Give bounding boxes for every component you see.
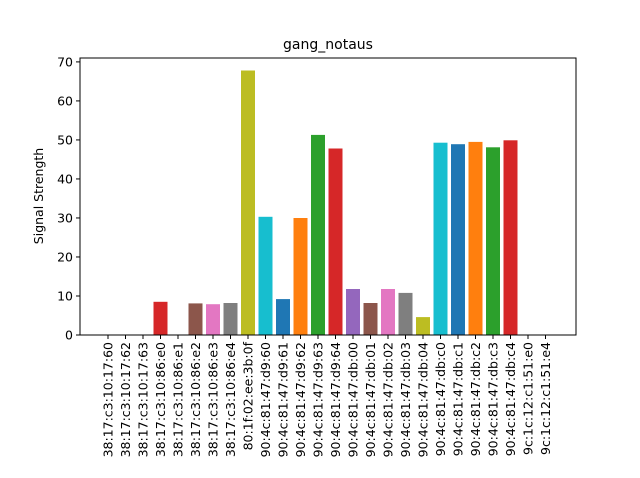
bar-90-4c-81-47-db-00 — [346, 289, 360, 335]
bar-90-4c-81-47-db-c3 — [486, 147, 500, 335]
bar-90-4c-81-47-db-02 — [381, 289, 395, 335]
x-tick-label: 90:4c:81:47:db:c0 — [433, 342, 448, 456]
x-tick-label: 9c:1c:12:c1:51:e0 — [521, 342, 536, 455]
bar-90-4c-81-47-db-c0 — [433, 142, 448, 335]
x-tick-label: 90:4c:81:47:db:c4 — [503, 342, 518, 456]
x-tick-label: 90:4c:81:47:d9:62 — [293, 342, 308, 457]
bar-90-4c-81-47-db-c1 — [451, 144, 465, 335]
bar-38-17-c3-10-86-e2 — [188, 303, 203, 335]
bar-38-17-c3-10-86-e3 — [206, 304, 220, 335]
y-tick-label: 0 — [65, 328, 73, 343]
x-tick-label: 38:17:c3:10:86:e3 — [206, 342, 221, 457]
x-tick-label: 90:4c:81:47:db:c3 — [486, 342, 501, 456]
bar-90-4c-81-47-db-c4 — [503, 140, 518, 335]
x-axis-ticks: 38:17:c3:10:17:60 38:17:c3:10:17:62 38:17:… — [101, 335, 553, 457]
x-tick-label: 38:17:c3:10:86:e2 — [188, 342, 203, 457]
y-tick-label: 60 — [57, 93, 73, 108]
x-tick-label: 38:17:c3:10:17:62 — [118, 342, 133, 457]
x-tick-label: 90:4c:81:47:db:c2 — [468, 342, 483, 456]
y-tick-label: 10 — [57, 288, 73, 303]
x-tick-label: 38:17:c3:10:17:63 — [136, 342, 151, 457]
bar-90-4c-81-47-d9-61 — [276, 299, 290, 335]
y-tick-label: 70 — [57, 54, 73, 69]
y-tick-label: 20 — [57, 249, 73, 264]
x-tick-label: 90:4c:81:47:db:02 — [381, 342, 396, 457]
x-tick-label: 38:17:c3:10:86:e1 — [171, 342, 186, 457]
x-tick-label: 90:4c:81:47:db:03 — [398, 342, 413, 457]
chart-title: gang_notaus — [283, 37, 373, 53]
x-tick-label: 90:4c:81:47:db:00 — [346, 342, 361, 457]
bar-90-4c-81-47-db-03 — [398, 292, 413, 335]
bar-90-4c-81-47-db-01 — [363, 303, 378, 335]
y-tick-label: 50 — [57, 132, 73, 147]
x-tick-label: 90:4c:81:47:db:04 — [416, 342, 431, 457]
bar-90-4c-81-47-d9-64 — [328, 148, 343, 335]
x-tick-label: 38:17:c3:10:17:60 — [101, 342, 116, 457]
x-tick-label: 38:17:c3:10:86:e0 — [153, 342, 168, 457]
bars-group — [153, 70, 518, 335]
x-tick-label: 38:17:c3:10:86:e4 — [223, 342, 238, 457]
y-tick-label: 30 — [57, 210, 73, 225]
bar-90-4c-81-47-d9-60 — [258, 216, 273, 335]
bar-90-4c-81-47-d9-63 — [311, 134, 325, 335]
x-tick-label: 90:4c:81:47:d9:60 — [258, 342, 273, 457]
x-tick-label: 90:4c:81:47:d9:64 — [328, 342, 343, 457]
x-tick-label: 80:1f:02:ee:3b:0f — [241, 341, 256, 450]
x-tick-label: 9c:1c:12:c1:51:e4 — [538, 342, 553, 455]
bar-90-4c-81-47-db-04 — [416, 317, 430, 335]
y-axis-ticks: 0 10 20 30 40 50 60 70 — [57, 54, 80, 343]
y-tick-label: 40 — [57, 171, 73, 186]
bar-38-17-c3-10-86-e0 — [153, 301, 168, 335]
plot-area-frame — [79, 57, 577, 336]
bar-90-4c-81-47-db-c2 — [468, 141, 483, 335]
x-tick-label: 90:4c:81:47:d9:61 — [276, 342, 291, 457]
x-tick-label: 90:4c:81:47:d9:63 — [311, 342, 326, 457]
x-tick-label: 90:4c:81:47:db:c1 — [451, 342, 466, 456]
bar-80-1f-02-ee-3b-0f — [241, 70, 255, 335]
bar-90-4c-81-47-d9-62 — [293, 218, 308, 335]
x-tick-label: 90:4c:81:47:db:01 — [363, 342, 378, 457]
y-axis-label: Signal Strength — [31, 148, 46, 244]
bar-38-17-c3-10-86-e4 — [223, 303, 238, 335]
